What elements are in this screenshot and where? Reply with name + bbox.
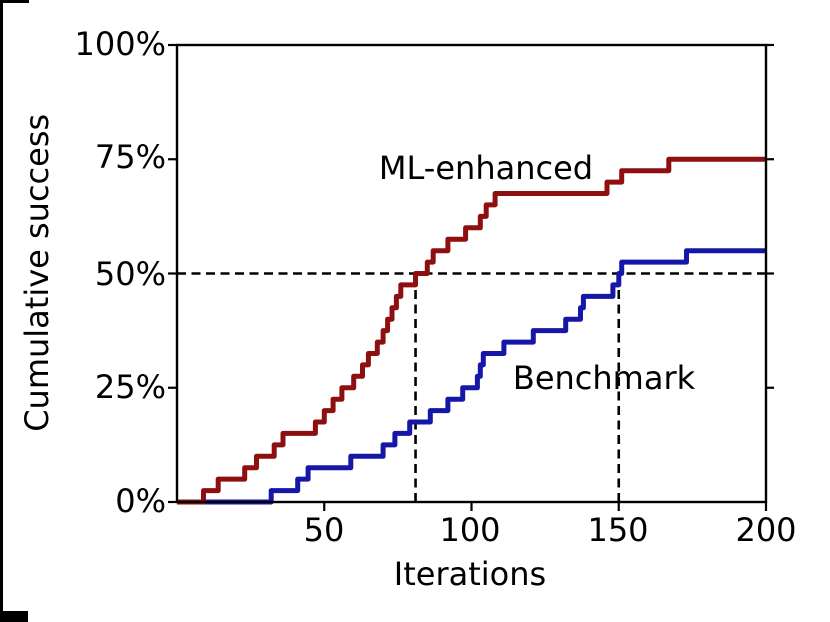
left-edge-line [0, 0, 3, 622]
x-tick-label-100: 100 [439, 511, 501, 549]
y-tick-label-75: 75% [94, 138, 166, 176]
y-tick-label-50: 50% [94, 255, 166, 293]
series-curve-ml-enhanced [177, 156, 766, 505]
x-tick-label-150: 150 [587, 511, 649, 549]
ml-enhanced-curve-label: ML-enhanced [378, 149, 594, 187]
x-tick-label-50: 50 [303, 511, 345, 549]
y-tick-label-0: 0% [115, 482, 166, 520]
benchmark-curve-label: Benchmark [512, 359, 696, 397]
x-axis-label: Iterations [393, 555, 547, 593]
y-tick-label-25: 25% [94, 368, 166, 406]
y-axis-label: Cumulative success [18, 113, 57, 432]
top-left-edge-stub [0, 0, 29, 3]
bottom-left-edge-bar [0, 611, 28, 622]
y-tick-label-100: 100% [74, 25, 166, 63]
series-curve-benchmark [177, 248, 766, 505]
x-tick-label-200: 200 [735, 511, 797, 549]
